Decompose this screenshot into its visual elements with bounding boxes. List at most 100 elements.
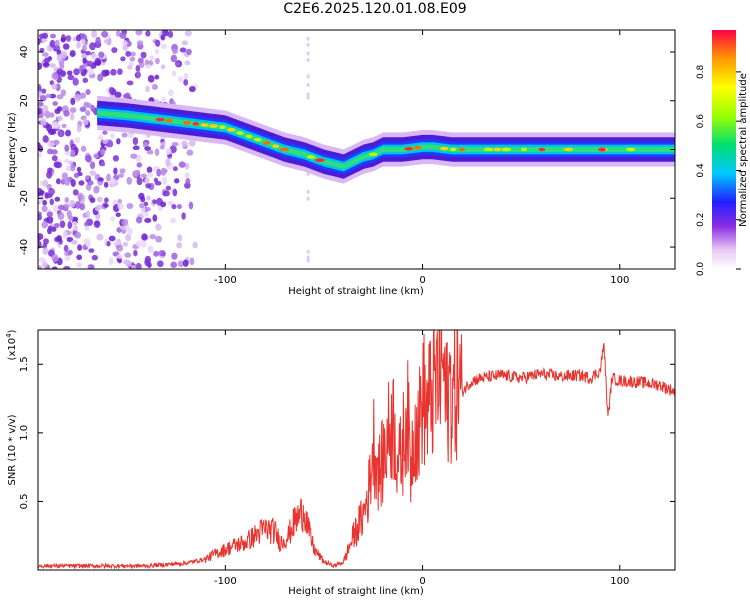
spectrogram-noise-cell [62, 230, 68, 239]
spectrogram-noise-cell [165, 147, 172, 155]
spectrogram-y-axis-label: Frequency (Hz) [7, 112, 18, 188]
spectrogram-noise-cell [124, 252, 132, 258]
spectrogram-noise-cell [52, 205, 59, 213]
spectrogram-peak-cell [155, 117, 166, 122]
spectrogram-noise-cell [58, 204, 65, 211]
spectrogram-noise-cell [56, 49, 62, 56]
spectrogram-noise-cell [135, 216, 143, 224]
spectrogram-noise-cell [126, 80, 134, 86]
spectrogram-noise-cell [100, 148, 106, 156]
spectrogram-noise-cell [74, 231, 82, 239]
spectrogram-noise-cell [55, 178, 61, 185]
spectrogram-noise-cell [60, 179, 66, 185]
spectrogram-peak-cell [165, 118, 173, 123]
spectrogram-noise-cell [104, 69, 110, 76]
spectrogram-noise-cell [89, 42, 96, 51]
spectrogram-noise-cell [64, 158, 70, 164]
spectrogram-noise-cell [94, 205, 100, 212]
spectrogram-noise-cell [61, 123, 67, 129]
spectrogram-peak-cell [449, 147, 457, 152]
spectrogram-noise-cell [110, 177, 116, 186]
colorbar-tick-label: 0.4 [696, 163, 706, 178]
spectrogram-noise-cell [70, 239, 78, 245]
spectrogram-peak-cell [626, 147, 636, 152]
spectrogram-noise-cell [85, 239, 91, 248]
spectrogram-noise-cell [189, 85, 196, 93]
spectrogram-noise-cell [56, 234, 62, 242]
spectrogram-peak-cell [245, 134, 253, 139]
spectrogram-peak-cell [501, 147, 512, 152]
spectrogram-noise-cell [73, 68, 80, 76]
spectrogram-noise-cell [171, 252, 178, 260]
spectrogram-noise-cell [152, 199, 157, 205]
spectrogram-noise-cell [156, 197, 163, 206]
spectrogram-noise-cell [184, 30, 192, 37]
spectrogram-noise-cell [306, 36, 310, 41]
spectrogram-noise-cell [117, 173, 125, 178]
spectrogram-noise-cell [51, 254, 59, 263]
spectrogram-noise-cell [66, 70, 73, 76]
spectrogram-noise-cell [117, 202, 124, 210]
spectrogram-noise-cell [47, 225, 53, 231]
spectrogram-noise-cell [172, 188, 178, 197]
snr-x-axis-label: Height of straight line (km) [288, 586, 424, 597]
spectrogram-noise-cell [130, 153, 138, 159]
spectrogram-noise-cell [38, 152, 42, 158]
spectrogram-noise-cell [144, 177, 151, 185]
spectrogram-noise-cell [170, 261, 178, 268]
colorbar-tick-label: 0.2 [696, 213, 706, 227]
spectrogram-noise-cell [136, 162, 143, 168]
spectrogram-noise-cell [50, 33, 56, 39]
spectrogram-noise-cell [176, 242, 183, 249]
spectrogram-noise-cell [73, 226, 78, 232]
spectrogram-noise-cell [171, 142, 179, 147]
spectrogram-noise-cell [45, 93, 52, 99]
spectrogram-noise-cell [160, 167, 167, 176]
spectrogram-noise-cell [97, 134, 104, 141]
spectrogram-noise-cell [112, 199, 119, 205]
spectrogram-noise-cell [155, 235, 163, 243]
spectrogram-noise-cell [90, 52, 98, 61]
spectrogram-noise-cell [41, 37, 49, 43]
spectrogram-noise-cell [46, 216, 54, 224]
spectrogram-noise-cell [153, 250, 160, 257]
snr-y-tick-label: 0.5 [19, 493, 30, 509]
spectrogram-noise-cell [54, 223, 60, 229]
spectrogram-noise-cell [94, 220, 100, 227]
spectrogram-noise-cell [38, 83, 42, 91]
spectrogram-noise-cell [149, 55, 155, 61]
spectrogram-noise-cell [84, 221, 90, 228]
spectrogram-noise-cell [69, 199, 76, 208]
spectrogram-noise-cell [125, 50, 131, 57]
spectrogram-noise-cell [159, 144, 165, 150]
spectrogram-noise-cell [89, 197, 96, 204]
spectrogram-noise-cell [38, 107, 43, 115]
spectrogram-noise-cell [67, 221, 73, 230]
spectrogram-noise-cell [83, 101, 90, 108]
spectrogram-noise-cell [122, 44, 128, 51]
spectrogram-noise-cell [65, 129, 72, 137]
spectrogram-noise-cell [49, 198, 55, 206]
spectrogram-noise-cell [80, 33, 86, 39]
spectrogram-noise-cell [154, 39, 161, 47]
spectrogram-noise-cell [43, 62, 50, 67]
spectrogram-peak-cell [315, 158, 326, 163]
spectrogram-noise-cell [88, 248, 95, 253]
spectrogram-noise-cell [181, 140, 188, 147]
spectrogram-peak-cell [272, 144, 279, 149]
spectrogram-noise-cell [80, 39, 86, 46]
spectrogram-noise-cell [38, 257, 46, 263]
spectrogram-noise-cell [59, 220, 66, 229]
spectrogram-peak-cell [219, 125, 226, 129]
spectrogram-noise-cell [42, 179, 49, 188]
snr-multiplier-label: (x104) [5, 329, 18, 360]
spectrogram-noise-cell [75, 34, 82, 42]
spectrogram-noise-cell [42, 135, 49, 143]
spectrogram-ridge-band [97, 108, 675, 172]
spectrogram-noise-cell [51, 72, 59, 80]
spectrogram-noise-cell [91, 30, 98, 38]
spectrogram-noise-cell [143, 201, 149, 207]
snr-y-tick-label: 1.5 [19, 356, 30, 372]
spectrogram-noise-cell [155, 223, 162, 231]
spectrogram-noise-cell [154, 180, 162, 186]
